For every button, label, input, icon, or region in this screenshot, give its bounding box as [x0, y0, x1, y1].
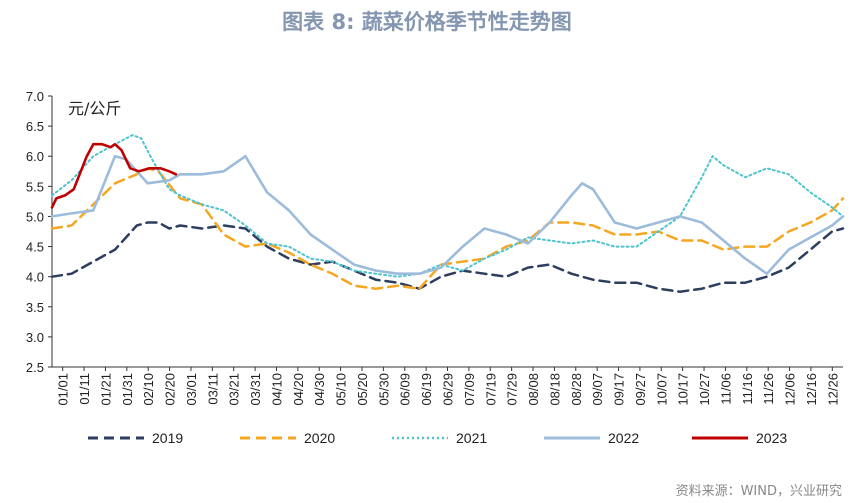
y-tick-label: 6.5	[26, 119, 44, 134]
x-tick-label: 07/09	[462, 373, 477, 406]
x-tick-label: 10/07	[654, 373, 669, 406]
axes: 7.0 6.5 6.0 5.5 5.0 4.5 4.0 3.5 3.0 2.5 元/公斤 01/01 0…	[26, 89, 843, 406]
legend-label-2021: 2021	[456, 430, 487, 446]
x-tick-label: 08/18	[547, 373, 562, 406]
x-tick-label: 01/31	[120, 373, 135, 406]
y-tick-label: 4.0	[26, 270, 44, 285]
x-tick-label: 04/10	[269, 373, 284, 406]
y-tick-label: 3.0	[26, 330, 44, 345]
legend: 2019 2020 2021 2022 2023	[88, 430, 787, 446]
series-line-2021	[51, 134, 844, 278]
x-tick-label: 04/20	[291, 373, 306, 406]
source-note: 资料来源：WIND，兴业研究	[675, 484, 842, 499]
chart-title: 图表 8: 蔬菜价格季节性走势图	[282, 10, 572, 34]
x-tick-label: 02/20	[163, 373, 178, 406]
y-tick-label: 6.0	[26, 149, 44, 164]
x-tick-label: 10/17	[676, 373, 691, 406]
legend-label-2019: 2019	[152, 430, 183, 446]
x-tick-label: 12/06	[783, 373, 798, 406]
series-line-2022	[50, 154, 845, 276]
x-tick-label: 10/27	[697, 373, 712, 406]
x-tick-label: 03/01	[184, 373, 199, 406]
x-tick-label: 07/19	[483, 373, 498, 406]
x-tick-label: 08/28	[569, 373, 584, 406]
x-tick-label: 09/07	[590, 373, 605, 406]
x-tick-label: 01/21	[98, 373, 113, 406]
series-line-2023	[50, 142, 178, 209]
legend-label-2020: 2020	[304, 430, 335, 446]
x-tick-label: 12/26	[825, 373, 840, 406]
legend-label-2023: 2023	[756, 430, 787, 446]
x-tick-label: 06/09	[398, 373, 413, 406]
x-tick-label: 05/10	[334, 373, 349, 406]
x-tick-label: 06/19	[419, 373, 434, 406]
x-tick-label: 03/21	[227, 373, 242, 406]
x-tick-label: 03/31	[248, 373, 263, 406]
x-tick-label: 05/20	[355, 373, 370, 406]
y-tick-label: 4.5	[26, 240, 44, 255]
unit-label: 元/公斤	[68, 99, 121, 118]
x-tick-label: 02/10	[141, 373, 156, 406]
series-line-2019	[50, 221, 845, 293]
x-tick-label: 04/30	[312, 373, 327, 406]
x-tick-label: 08/08	[526, 373, 541, 406]
x-tick-label: 05/30	[376, 373, 391, 406]
y-tick-label: 7.0	[26, 89, 44, 104]
series-layer	[50, 134, 845, 293]
y-tick-label: 2.5	[26, 360, 44, 375]
x-tick-label: 11/26	[761, 373, 776, 405]
legend-label-2022: 2022	[608, 430, 639, 446]
x-tick-label: 01/11	[77, 373, 92, 405]
x-tick-label: 07/29	[505, 373, 520, 406]
x-tick-label: 09/27	[633, 373, 648, 406]
x-tick-label: 12/16	[804, 373, 819, 406]
x-tick-label: 11/06	[718, 373, 733, 405]
y-tick-label: 5.5	[26, 179, 44, 194]
x-tick-label: 01/01	[56, 373, 71, 406]
y-tick-label: 3.5	[26, 300, 44, 315]
x-tick-label: 03/11	[205, 373, 220, 405]
x-tick-label: 11/16	[740, 373, 755, 405]
y-tick-label: 5.0	[26, 209, 44, 224]
x-tick-label: 09/17	[612, 373, 627, 406]
x-tick-label: 06/29	[441, 373, 456, 406]
